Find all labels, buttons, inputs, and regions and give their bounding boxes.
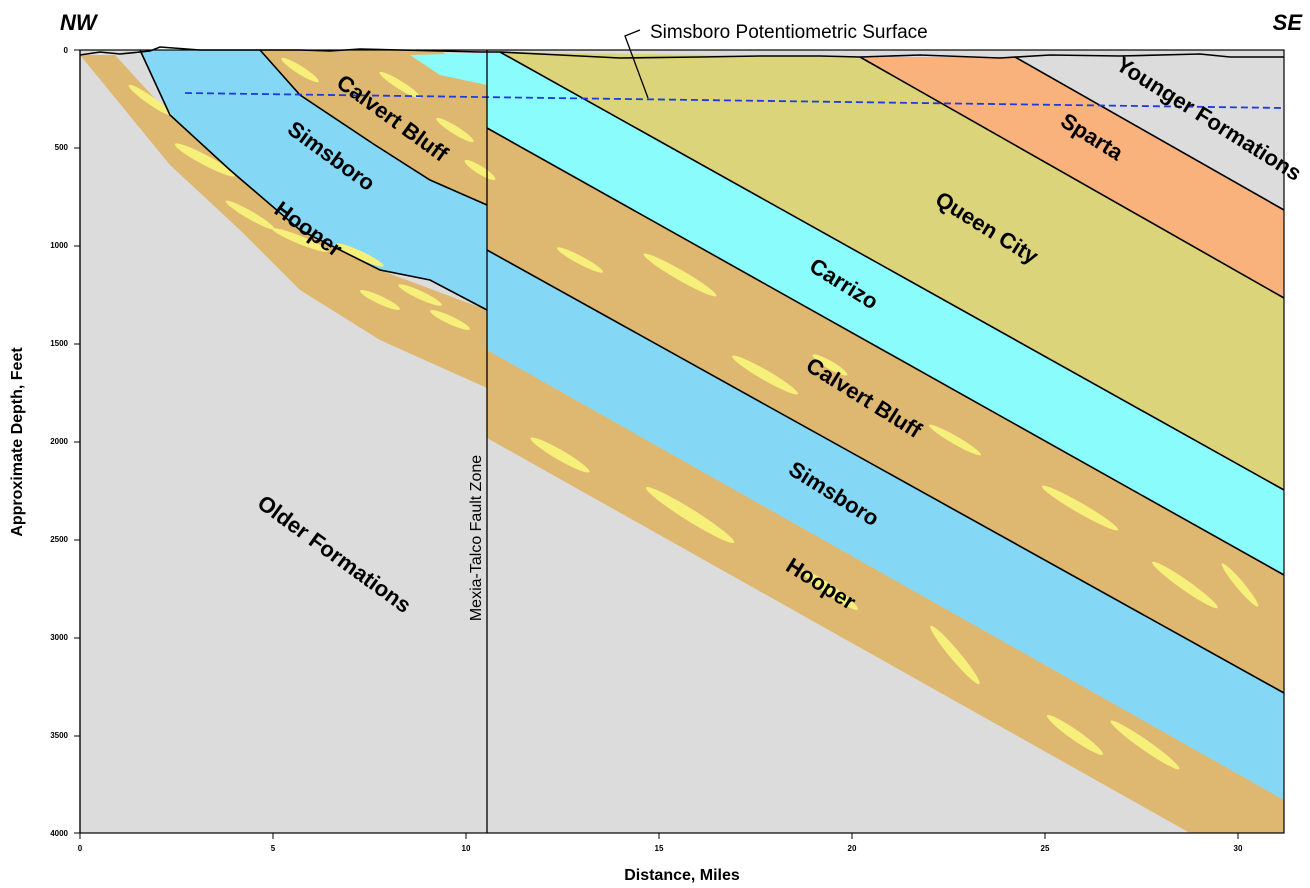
- x-axis-title: Distance, Miles: [624, 867, 740, 884]
- x-axis: 0 5 10 15 20 25 30: [78, 833, 1243, 853]
- corner-label-se: SE: [1273, 10, 1304, 35]
- simsboro-nw-layer: [140, 50, 487, 310]
- y-tick-3500: 3500: [50, 731, 68, 740]
- simsboro-se-layer: [487, 250, 1284, 800]
- potentiometric-leader: [624, 29, 649, 99]
- x-tick-0: 0: [78, 844, 83, 853]
- y-tick-4000: 4000: [50, 829, 68, 838]
- calvert-bluff-se-layer: [487, 128, 1284, 693]
- carrizo-se-layer: [487, 52, 1284, 575]
- y-axis: 0 500 1000 1500 2000 2500 3000 3500 4000: [50, 46, 81, 838]
- x-tick-25: 25: [1041, 844, 1050, 853]
- y-axis-title: Approximate Depth, Feet: [9, 347, 26, 537]
- y-tick-2000: 2000: [50, 437, 68, 446]
- corner-label-nw: NW: [60, 10, 99, 35]
- x-tick-15: 15: [655, 844, 664, 853]
- potentiometric-surface-line: [184, 92, 1285, 109]
- sand-lenses: [128, 57, 1259, 770]
- x-tick-20: 20: [848, 844, 857, 853]
- y-tick-3000: 3000: [50, 633, 68, 642]
- y-tick-0: 0: [64, 46, 69, 55]
- y-tick-500: 500: [55, 143, 69, 152]
- fault-zone-label: Mexia-Talco Fault Zone: [468, 455, 485, 621]
- carrizo-nw-wedge: [410, 53, 487, 85]
- calvert-bluff-nw-layer: [260, 50, 487, 205]
- x-tick-5: 5: [271, 844, 276, 853]
- y-tick-1000: 1000: [50, 241, 68, 250]
- y-tick-1500: 1500: [50, 339, 68, 348]
- x-tick-10: 10: [462, 844, 471, 853]
- hooper-se-layer: [487, 350, 1284, 833]
- potentiometric-surface-label: Simsboro Potentiometric Surface: [650, 22, 928, 43]
- x-tick-30: 30: [1234, 844, 1243, 853]
- formation-boundaries: [79, 46, 1285, 694]
- y-tick-2500: 2500: [50, 535, 68, 544]
